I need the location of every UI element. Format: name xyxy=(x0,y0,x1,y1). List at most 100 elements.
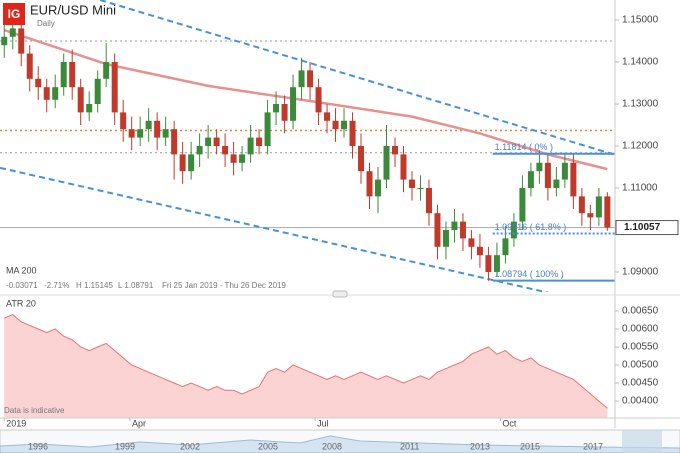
logo xyxy=(3,3,25,25)
x-tick-label: 2019 xyxy=(6,418,26,428)
candle-body xyxy=(128,129,135,138)
candle-body xyxy=(425,187,432,214)
candle-body xyxy=(383,145,390,180)
navigator-label: 2002 xyxy=(180,441,200,451)
candle-body xyxy=(595,196,602,218)
candle-body xyxy=(120,112,127,130)
navigator-label: 2015 xyxy=(520,441,540,451)
candle-body xyxy=(205,137,212,146)
ma-line xyxy=(3,28,608,171)
stat-low: L 1.08791 xyxy=(118,281,154,290)
x-tick-label: Oct xyxy=(502,418,517,428)
candle-body xyxy=(544,162,551,188)
x-tick-label: Apr xyxy=(132,418,146,428)
candle-body xyxy=(400,154,407,180)
ma-label: MA 200 xyxy=(6,265,37,275)
candle-body xyxy=(366,171,373,197)
candle-body xyxy=(26,53,33,79)
resize-handle[interactable] xyxy=(332,290,348,298)
y-tick-label: 1.12000 xyxy=(622,141,659,152)
candle-body xyxy=(451,221,458,230)
candle-body xyxy=(154,120,161,138)
candle-body xyxy=(578,196,585,214)
candle-body xyxy=(256,137,263,146)
candle-body xyxy=(230,154,237,163)
candle-body xyxy=(1,36,8,46)
navigator-label: 2013 xyxy=(470,441,490,451)
candle-body xyxy=(459,221,466,239)
candle-body xyxy=(179,154,186,172)
chart-subtitle: Daily xyxy=(37,19,55,28)
trendline xyxy=(0,166,550,292)
candle-body xyxy=(188,154,195,172)
y-tick-label: 1.14000 xyxy=(622,57,659,68)
last-price-box xyxy=(615,220,679,236)
candle-body xyxy=(281,103,288,121)
candle-body xyxy=(137,129,144,138)
candle-body xyxy=(35,78,42,88)
fib-label: 1.11814 ( 0% ) xyxy=(495,142,553,152)
candle-body xyxy=(60,61,67,88)
candle-body xyxy=(375,179,382,197)
navigator-label: 2008 xyxy=(322,441,342,451)
candle-body xyxy=(561,162,568,180)
candle-body xyxy=(587,213,594,218)
candle-body xyxy=(358,145,365,172)
candle-body xyxy=(264,112,271,146)
navigator-label: 2011 xyxy=(400,441,419,451)
atr-y-tick-label: 0.00500 xyxy=(622,360,659,371)
candle-body xyxy=(324,112,331,121)
navigator-label: 2017 xyxy=(583,441,603,451)
fib-label: 1.09916 ( 61.8% ) xyxy=(495,222,567,232)
candle-body xyxy=(162,129,169,138)
candle-body xyxy=(570,162,577,197)
atr-panel xyxy=(4,314,608,418)
x-tick-label: Jul xyxy=(317,418,329,428)
candle-body xyxy=(171,129,178,155)
y-tick-label: 1.13000 xyxy=(622,99,659,110)
y-tick-label: 1.15000 xyxy=(622,15,659,26)
candle-body xyxy=(111,61,118,113)
candle-body xyxy=(476,246,483,256)
candle-body xyxy=(434,213,441,247)
price-panel xyxy=(0,0,615,292)
atr-y-tick-label: 0.00600 xyxy=(622,324,659,335)
candle-body xyxy=(298,70,305,88)
candle-body xyxy=(273,103,280,113)
last-price-label: 1.10057 xyxy=(624,222,661,233)
atr-y-tick-label: 0.00450 xyxy=(622,378,659,389)
note: Data is indicative xyxy=(4,406,65,415)
candle-body xyxy=(103,61,110,79)
candle-body xyxy=(468,238,475,247)
candle-body xyxy=(553,179,560,188)
candle-body xyxy=(213,137,220,146)
candle-body xyxy=(527,171,534,188)
candle-body xyxy=(52,87,59,100)
navigator-area xyxy=(0,435,680,453)
candle-body xyxy=(349,120,356,146)
candle-body xyxy=(502,238,509,256)
stat-high: H 1.15145 xyxy=(76,281,113,290)
candle-body xyxy=(9,28,16,37)
candle-body xyxy=(239,154,246,163)
candle-body xyxy=(307,70,314,88)
atr-label: ATR 20 xyxy=(6,298,36,308)
chart-title: EUR/USD Mini xyxy=(30,2,116,17)
candle-body xyxy=(536,162,543,172)
fib-label: 1.08794 ( 100% ) xyxy=(495,269,564,279)
candle-body xyxy=(604,196,611,228)
candle-body xyxy=(18,28,25,54)
candle-body xyxy=(77,87,84,113)
candle-body xyxy=(94,78,101,104)
atr-y-tick-label: 0.00550 xyxy=(622,342,659,353)
navigator-label: 1996 xyxy=(28,441,48,451)
candle-body xyxy=(442,229,449,247)
candle-body xyxy=(391,145,398,155)
navigator-window[interactable] xyxy=(622,430,662,453)
candle-body xyxy=(196,145,203,155)
stat-change-pct: -2.71% xyxy=(44,281,69,290)
candle-body xyxy=(247,137,254,155)
navigator-label: 1999 xyxy=(115,441,135,451)
candle-body xyxy=(417,187,424,189)
